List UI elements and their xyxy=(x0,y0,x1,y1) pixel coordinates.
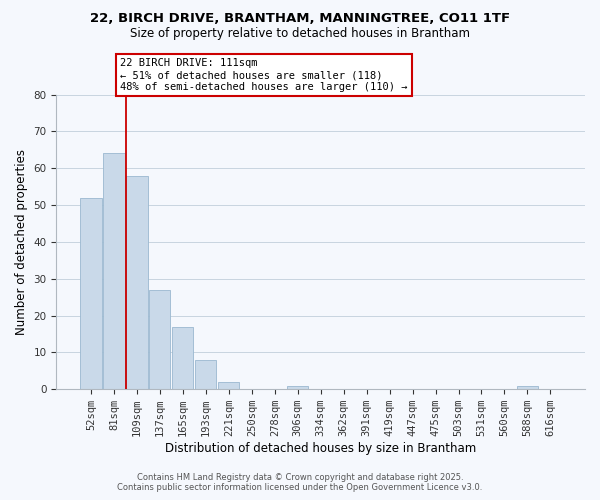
Bar xyxy=(127,176,148,389)
Bar xyxy=(218,382,239,389)
Text: Contains HM Land Registry data © Crown copyright and database right 2025.
Contai: Contains HM Land Registry data © Crown c… xyxy=(118,473,482,492)
X-axis label: Distribution of detached houses by size in Brantham: Distribution of detached houses by size … xyxy=(165,442,476,455)
Text: 22, BIRCH DRIVE, BRANTHAM, MANNINGTREE, CO11 1TF: 22, BIRCH DRIVE, BRANTHAM, MANNINGTREE, … xyxy=(90,12,510,26)
Bar xyxy=(172,326,193,389)
Text: Size of property relative to detached houses in Brantham: Size of property relative to detached ho… xyxy=(130,28,470,40)
Bar xyxy=(103,154,125,389)
Y-axis label: Number of detached properties: Number of detached properties xyxy=(15,149,28,335)
Bar xyxy=(287,386,308,389)
Bar xyxy=(195,360,217,389)
Text: 22 BIRCH DRIVE: 111sqm
← 51% of detached houses are smaller (118)
48% of semi-de: 22 BIRCH DRIVE: 111sqm ← 51% of detached… xyxy=(120,58,407,92)
Bar xyxy=(517,386,538,389)
Bar xyxy=(80,198,101,389)
Bar xyxy=(149,290,170,389)
